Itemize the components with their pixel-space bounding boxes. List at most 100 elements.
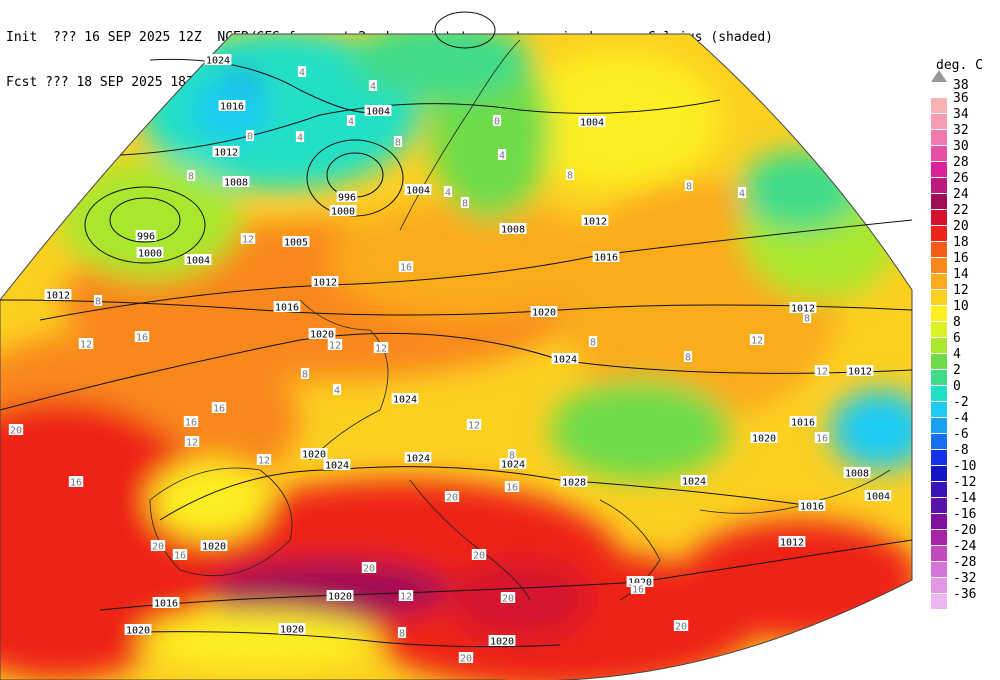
svg-text:4: 4: [299, 68, 305, 79]
isobar-label: 1012: [311, 276, 339, 289]
svg-text:1008: 1008: [845, 469, 869, 480]
legend-label: -6: [953, 427, 969, 442]
svg-text:8: 8: [95, 297, 101, 308]
temp-label: 4: [368, 80, 378, 93]
svg-text:1020: 1020: [126, 626, 150, 637]
temp-label: 4: [295, 131, 305, 144]
temp-label: 12: [814, 365, 830, 378]
temp-label: 8: [186, 170, 196, 183]
legend-swatch: [931, 226, 947, 241]
svg-text:8: 8: [302, 370, 308, 381]
legend-label: -16: [953, 507, 977, 522]
legend-swatch: [931, 402, 947, 417]
temp-label: 20: [361, 562, 377, 575]
svg-text:4: 4: [739, 189, 745, 200]
svg-text:16: 16: [400, 263, 412, 274]
legend-swatch: [931, 194, 947, 209]
svg-text:1024: 1024: [501, 460, 525, 471]
isobar-label: 1012: [212, 146, 240, 159]
legend-label: 18: [953, 235, 969, 250]
svg-text:8: 8: [686, 182, 692, 193]
temp-label: 16: [183, 416, 199, 429]
legend-swatch: [931, 98, 947, 113]
legend-label: -36: [953, 587, 977, 602]
svg-text:1020: 1020: [752, 434, 776, 445]
temp-label: 0: [492, 115, 502, 128]
legend-label: -20: [953, 523, 977, 538]
isobar-label: 1012: [44, 289, 72, 302]
isobar-label: 1004: [578, 116, 606, 129]
temp-label: 8: [300, 368, 310, 381]
svg-text:20: 20: [460, 654, 472, 665]
legend-label: -14: [953, 491, 977, 506]
svg-text:12: 12: [400, 592, 412, 603]
legend-label: 36: [953, 91, 969, 106]
legend-label: -32: [953, 571, 977, 586]
svg-text:1024: 1024: [325, 461, 349, 472]
temp-label: 16: [134, 331, 150, 344]
isobars: [0, 11, 913, 648]
svg-text:8: 8: [395, 138, 401, 149]
svg-text:12: 12: [242, 235, 254, 246]
legend-label: -28: [953, 555, 977, 570]
svg-text:20: 20: [152, 542, 164, 553]
temp-label: 4: [297, 66, 307, 79]
temp-label: 8: [460, 197, 470, 210]
svg-text:1000: 1000: [138, 249, 162, 260]
temp-label: 12: [327, 339, 343, 352]
legend-top-arrow-icon: [931, 70, 947, 82]
isobar-label: 1016: [789, 416, 817, 429]
svg-text:1004: 1004: [406, 186, 430, 197]
legend-swatch: [931, 450, 947, 465]
svg-text:1012: 1012: [780, 538, 804, 549]
temp-label: 12: [749, 334, 765, 347]
legend-swatch: [931, 418, 947, 433]
svg-text:1012: 1012: [583, 217, 607, 228]
legend-swatch: [931, 162, 947, 177]
legend-unit: deg. C: [936, 58, 983, 73]
legend-swatch: [931, 146, 947, 161]
svg-text:4: 4: [348, 117, 354, 128]
svg-text:0: 0: [247, 132, 253, 143]
temp-label: 16: [211, 402, 227, 415]
temp-label: 12: [398, 590, 414, 603]
temp-label: 4: [332, 384, 342, 397]
svg-text:1020: 1020: [280, 625, 304, 636]
svg-text:12: 12: [468, 421, 480, 432]
svg-text:20: 20: [502, 594, 514, 605]
svg-text:4: 4: [445, 188, 451, 199]
isobar-label: 1016: [218, 100, 246, 113]
svg-text:1012: 1012: [46, 291, 70, 302]
temp-label: 12: [256, 454, 272, 467]
temp-label: 4: [737, 187, 747, 200]
svg-text:1024: 1024: [553, 355, 577, 366]
temp-label: 20: [500, 592, 516, 605]
legend-swatch: [931, 306, 947, 321]
legend-label: -8: [953, 443, 969, 458]
legend-label: 30: [953, 139, 969, 154]
legend-label: -2: [953, 395, 969, 410]
svg-text:4: 4: [334, 386, 340, 397]
svg-text:20: 20: [473, 551, 485, 562]
isobar-label: 1000: [329, 205, 357, 218]
legend-swatch: [931, 114, 947, 129]
svg-text:16: 16: [185, 418, 197, 429]
isobar-labels: 1024 1016 1012 1008 1004 996 1000 1004 996 1000 10…: [44, 54, 892, 648]
svg-text:8: 8: [509, 451, 515, 462]
svg-text:12: 12: [816, 367, 828, 378]
svg-text:0: 0: [494, 117, 500, 128]
temp-label: 8: [93, 295, 103, 308]
svg-text:20: 20: [363, 564, 375, 575]
svg-text:16: 16: [816, 434, 828, 445]
legend-swatch: [931, 578, 947, 593]
svg-text:1012: 1012: [214, 148, 238, 159]
svg-text:12: 12: [329, 341, 341, 352]
svg-text:12: 12: [80, 340, 92, 351]
legend-label: 24: [953, 187, 969, 202]
isobar-label: 1024: [204, 54, 232, 67]
isobar-label: 1016: [273, 301, 301, 314]
isobar-label: 1020: [124, 624, 152, 637]
isobar-label: 1024: [404, 452, 432, 465]
isobar-label: 1024: [323, 459, 351, 472]
legend-label: 6: [953, 331, 961, 346]
